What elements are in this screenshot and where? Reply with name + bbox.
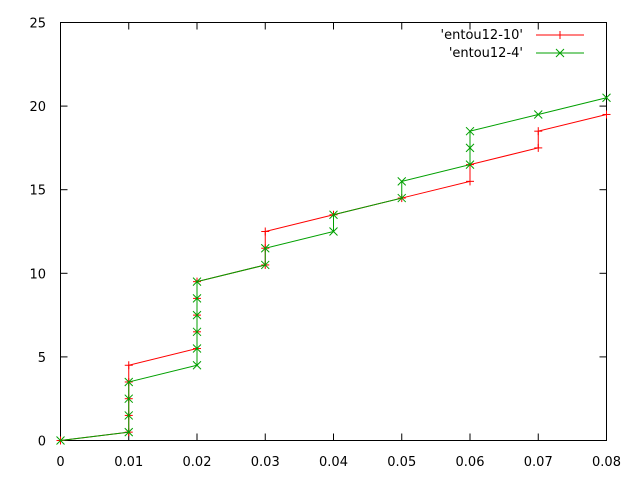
data-point bbox=[124, 427, 134, 437]
data-point bbox=[124, 361, 133, 370]
legend-item: 'entou12-10' bbox=[441, 28, 584, 43]
x-tick-label: 0.01 bbox=[114, 455, 143, 470]
data-point bbox=[192, 344, 202, 353]
y-tick-label: 10 bbox=[29, 267, 46, 282]
data-point bbox=[192, 310, 202, 320]
y-axis: 0 5 10 15 20 25 bbox=[29, 17, 607, 450]
data-point bbox=[192, 360, 202, 370]
x-tick-label: 0.02 bbox=[183, 455, 212, 470]
series-layer bbox=[56, 93, 611, 445]
data-point bbox=[465, 126, 475, 136]
series-2 bbox=[56, 93, 611, 445]
x-tick-label: 0.08 bbox=[592, 455, 621, 470]
y-tick-label: 5 bbox=[38, 351, 46, 366]
data-point bbox=[534, 143, 543, 152]
data-point bbox=[56, 436, 65, 445]
data-point bbox=[556, 31, 564, 39]
series-line bbox=[60, 97, 607, 441]
legend: 'entou12-10' 'entou12-4' bbox=[441, 28, 584, 61]
data-point bbox=[465, 143, 475, 153]
data-point bbox=[124, 394, 134, 404]
data-point bbox=[466, 177, 474, 186]
data-point bbox=[260, 243, 270, 253]
data-point bbox=[329, 227, 338, 236]
data-point bbox=[602, 93, 611, 103]
data-point bbox=[124, 411, 134, 420]
x-tick-label: 0.05 bbox=[387, 455, 416, 470]
legend-label: 'entou12-10' bbox=[441, 28, 523, 43]
data-point bbox=[192, 277, 202, 287]
data-point bbox=[260, 260, 270, 270]
data-point bbox=[261, 227, 270, 236]
legend-item: 'entou12-4' bbox=[449, 46, 584, 61]
data-point bbox=[124, 377, 134, 387]
data-point bbox=[534, 127, 543, 136]
y-tick-label: 20 bbox=[29, 100, 46, 115]
x-tick-label: 0.06 bbox=[456, 455, 485, 470]
data-point bbox=[397, 176, 407, 186]
y-tick-label: 15 bbox=[29, 184, 46, 199]
x-tick-label: 0.04 bbox=[319, 455, 348, 470]
data-point bbox=[192, 327, 202, 337]
y-tick-label: 0 bbox=[38, 435, 46, 450]
x-tick-label: 0.03 bbox=[251, 455, 280, 470]
data-point bbox=[533, 110, 543, 119]
x-axis: 0 0.01 0.02 0.03 0.04 0.05 0.06 0.07 0.08 bbox=[56, 22, 621, 470]
data-point bbox=[329, 210, 338, 220]
series-1 bbox=[56, 110, 611, 445]
series-line bbox=[60, 113, 607, 441]
legend-label: 'entou12-4' bbox=[449, 46, 523, 61]
x-tick-label: 0 bbox=[56, 455, 64, 470]
y-tick-label: 25 bbox=[29, 17, 46, 32]
data-point bbox=[602, 110, 611, 119]
data-point bbox=[192, 294, 202, 303]
data-point bbox=[555, 48, 565, 58]
data-point bbox=[465, 160, 475, 169]
x-tick-label: 0.07 bbox=[524, 455, 553, 470]
data-point bbox=[397, 193, 407, 203]
